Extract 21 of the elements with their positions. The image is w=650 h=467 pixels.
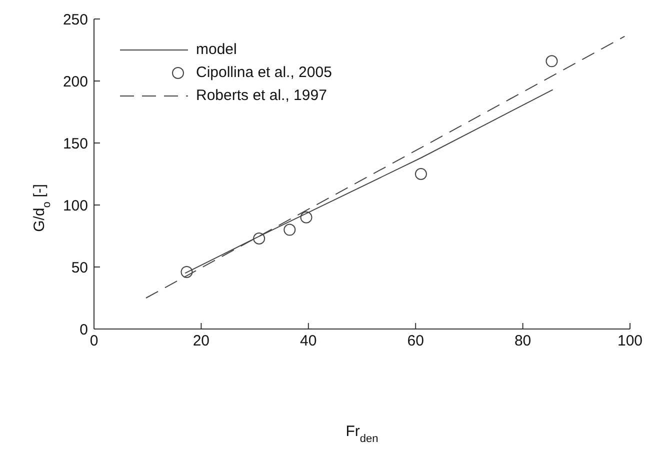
point [253,232,266,244]
x-axis-title: Fr$_{den}$ [346,423,378,445]
point [414,168,427,180]
point [300,211,312,224]
legend-label: Cipollina et al., 2005 [196,64,332,81]
y-tick-label: 0 [80,321,88,338]
x-tick-label: 100 [617,332,643,350]
y-tick-label: 150 [62,135,88,152]
legend-label: model [196,41,237,58]
y-tick-label: 200 [62,73,88,90]
x-tick-label: 60 [407,332,424,350]
point [284,224,296,236]
point [180,266,193,278]
x-tick-label: 40 [300,332,317,350]
point [546,55,558,68]
x-tick-label: 20 [192,332,210,350]
y-tick-label: 100 [62,197,88,214]
y-tick-label: 50 [71,259,88,276]
x-tick-label: 80 [514,332,532,350]
legend-label: Roberts et al., 1997 [196,87,327,104]
y-tick-label: 250 [62,11,88,28]
